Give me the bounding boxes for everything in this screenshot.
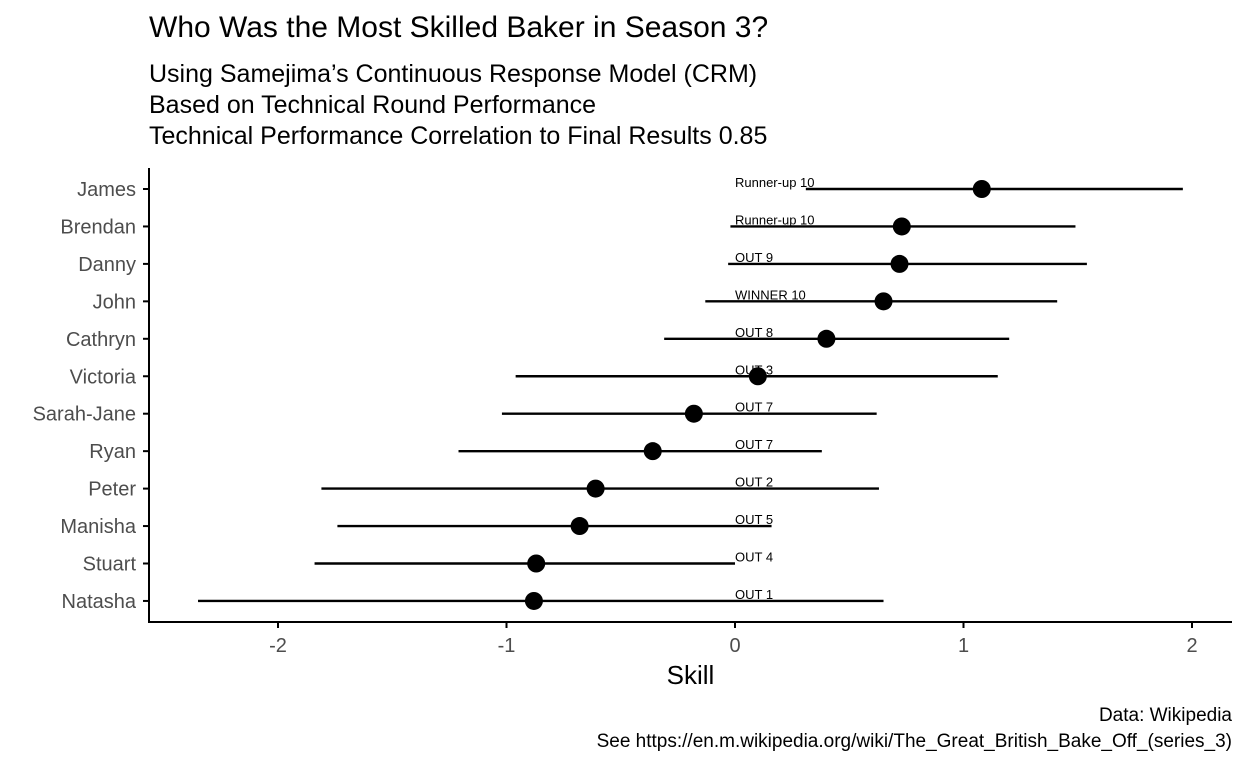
y-tick-label: Stuart (83, 554, 137, 576)
result-label: Runner-up 10 (735, 175, 815, 190)
y-tick-label: Natasha (62, 591, 137, 613)
result-label: Runner-up 10 (735, 212, 815, 227)
skill-point (527, 554, 546, 573)
skill-point (892, 217, 911, 236)
x-tick-label: 0 (729, 635, 740, 657)
chart-subtitle-line-2: Based on Technical Round Performance (149, 91, 597, 119)
y-tick-label: Victoria (70, 366, 137, 388)
result-label: OUT 7 (735, 437, 773, 452)
skill-point (972, 180, 991, 198)
y-tick-label: Danny (78, 254, 136, 276)
skill-point (817, 329, 836, 348)
y-tick-label: Manisha (60, 516, 136, 538)
caption-data-source: Data: Wikipedia (1098, 705, 1232, 726)
result-label: OUT 1 (735, 587, 773, 602)
y-tick-label: Peter (88, 479, 136, 501)
x-tick-label: -2 (269, 635, 287, 657)
skill-point (748, 367, 767, 386)
result-label: OUT 5 (735, 512, 773, 527)
chart-subtitle-line-3: Technical Performance Correlation to Fin… (149, 122, 768, 150)
skill-point (890, 254, 909, 273)
skill-point (524, 591, 543, 610)
result-label: OUT 2 (735, 475, 773, 490)
x-tick-label: -1 (498, 635, 516, 657)
result-label: OUT 8 (735, 325, 773, 340)
skill-point (643, 442, 662, 461)
x-tick-label: 2 (1186, 635, 1197, 657)
result-label: OUT 9 (735, 250, 773, 265)
skill-point (684, 404, 703, 423)
skill-point (570, 517, 589, 536)
chart-subtitle-line-1: Using Samejima’s Continuous Response Mod… (149, 60, 758, 88)
y-tick-label: Sarah-Jane (33, 404, 136, 426)
x-tick-label: 1 (958, 635, 969, 657)
y-tick-label: Cathryn (66, 329, 136, 351)
plot-marks: Runner-up 10 Runner-up 10 OUT 9 WINNER 10 OU… (198, 175, 1183, 610)
y-axis: James Brendan Danny John Cathryn Victoria Sara… (33, 179, 149, 613)
skill-point (874, 292, 893, 311)
caption-source-link: See https://en.m.wikipedia.org/wiki/The_… (596, 731, 1232, 752)
result-label: WINNER 10 (735, 287, 806, 302)
result-label: OUT 7 (735, 400, 773, 415)
y-tick-label: James (77, 179, 136, 201)
y-tick-label: John (93, 291, 136, 313)
y-tick-label: Ryan (89, 441, 136, 463)
chart-title: Who Was the Most Skilled Baker in Season… (149, 11, 769, 44)
x-axis-title: Skill (667, 660, 715, 690)
skill-point (586, 479, 605, 498)
x-axis: -2 -1 0 1 2 (269, 622, 1198, 657)
result-label: OUT 4 (735, 550, 773, 565)
y-tick-label: Brendan (60, 216, 136, 238)
